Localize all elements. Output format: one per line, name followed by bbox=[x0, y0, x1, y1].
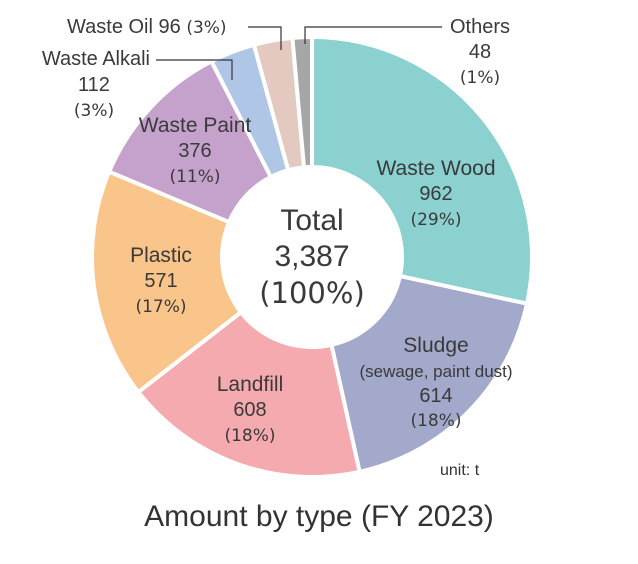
label-sludge: Sludge (sewage, paint dust) 614 (18%) bbox=[359, 334, 512, 431]
slice-plastic bbox=[90, 169, 243, 395]
slice-others bbox=[290, 35, 314, 170]
slice-sludge bbox=[329, 274, 529, 474]
label-waste-paint: Waste Paint 376 (11%) bbox=[139, 114, 252, 187]
label-landfill-percent: (18%) bbox=[224, 426, 275, 446]
label-waste-oil-text: Waste Oil 96 (3%) bbox=[67, 16, 227, 38]
label-waste-paint-value: 376 bbox=[178, 140, 211, 162]
label-waste-alkali-percent: (3%) bbox=[74, 101, 114, 121]
label-waste-wood-value: 962 bbox=[419, 183, 452, 205]
center-percent: (100%) bbox=[259, 276, 365, 310]
unit-label: unit: t bbox=[440, 462, 480, 479]
label-waste-paint-name: Waste Paint bbox=[139, 114, 252, 137]
label-landfill-value: 608 bbox=[233, 399, 266, 421]
leader-line-waste-alkali bbox=[156, 59, 233, 80]
label-waste-alkali: Waste Alkali 112 (3%) bbox=[42, 48, 233, 121]
label-sludge-subname: (sewage, paint dust) bbox=[359, 362, 512, 381]
label-landfill: Landfill 608 (18%) bbox=[217, 373, 284, 446]
center-title: Total bbox=[280, 204, 343, 237]
label-waste-oil-value: 96 bbox=[159, 16, 181, 38]
leader-line-others bbox=[304, 26, 442, 44]
chart-caption: Amount by type (FY 2023) bbox=[144, 500, 494, 533]
label-others-value: 48 bbox=[469, 41, 491, 63]
slices-group bbox=[90, 35, 534, 479]
label-others-percent: (1%) bbox=[460, 68, 500, 88]
label-plastic-percent: (17%) bbox=[135, 297, 186, 317]
label-sludge-value: 614 bbox=[419, 385, 452, 407]
label-landfill-name: Landfill bbox=[217, 373, 284, 396]
label-sludge-percent: (18%) bbox=[410, 411, 461, 431]
label-sludge-name: Sludge bbox=[403, 334, 468, 357]
slice-landfill bbox=[136, 310, 362, 479]
label-plastic-name: Plastic bbox=[130, 244, 192, 267]
label-plastic: Plastic 571 (17%) bbox=[130, 244, 192, 317]
label-waste-paint-percent: (11%) bbox=[169, 167, 220, 187]
center-value: 3,387 bbox=[274, 240, 349, 273]
label-waste-oil: Waste Oil 96 (3%) bbox=[67, 16, 282, 50]
label-waste-wood-name: Waste Wood bbox=[376, 157, 495, 180]
label-waste-wood-percent: (29%) bbox=[410, 210, 461, 230]
slice-waste-wood bbox=[310, 35, 534, 306]
label-waste-wood: Waste Wood 962 (29%) bbox=[376, 157, 495, 230]
label-others: Others 48 (1%) bbox=[304, 16, 510, 88]
label-waste-oil-percent: (3%) bbox=[186, 18, 226, 38]
leader-line-waste-oil bbox=[248, 26, 282, 50]
label-waste-alkali-value: 112 bbox=[78, 74, 110, 96]
label-others-name: Others bbox=[450, 16, 510, 38]
label-waste-oil-name: Waste Oil bbox=[67, 16, 153, 38]
label-waste-alkali-name: Waste Alkali bbox=[42, 48, 150, 70]
label-plastic-value: 571 bbox=[144, 270, 177, 292]
